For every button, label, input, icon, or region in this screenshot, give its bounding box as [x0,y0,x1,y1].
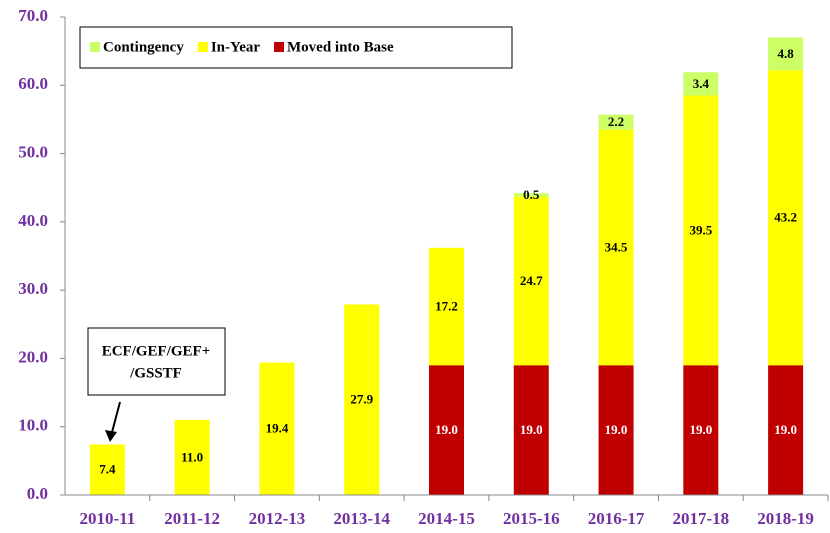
bar-segment [598,114,634,130]
x-tick-label: 2016-17 [588,509,645,528]
y-tick-label: 70.0 [18,6,48,25]
data-label: 2.2 [608,114,624,129]
bar-segment [513,196,549,366]
x-tick-label: 2015-16 [503,509,560,528]
bar-segment [683,72,719,96]
bar-segment [259,362,295,495]
bar-segment [768,365,804,495]
data-label: 43.2 [774,210,797,225]
data-label: 17.2 [435,299,458,314]
annotation-text: /GSSTF [129,365,182,381]
data-label: 4.8 [777,46,794,61]
legend-swatch [274,42,285,52]
data-label: 19.4 [266,421,289,436]
y-tick-label: 10.0 [18,416,48,435]
legend-swatch [197,42,208,52]
bar-segment [513,193,549,197]
data-label: 19.0 [774,422,797,437]
x-tick-label: 2010-11 [80,509,136,528]
annotation-box [87,327,226,396]
x-tick-label: 2012-13 [249,509,306,528]
y-tick-label: 60.0 [18,74,48,93]
data-label: 39.5 [689,222,712,237]
annotation-text: ECF/GEF/GEF+ [102,343,211,359]
bar-segment [344,304,380,495]
bar-segment [429,247,464,366]
data-label: 11.0 [181,449,203,464]
x-tick-label: 2017-18 [672,509,729,528]
bar-segment [768,70,804,366]
x-tick-label: 2011-12 [164,509,220,528]
y-tick-label: 0.0 [27,484,48,503]
bar-segment [768,37,804,71]
y-tick-label: 30.0 [18,279,48,298]
bar-segment [683,365,719,495]
legend-label: Moved into Base [287,39,394,55]
data-label: 34.5 [605,239,628,254]
data-label: 3.4 [693,76,710,91]
legend-label: Contingency [103,39,184,55]
data-label: 27.9 [350,392,373,407]
bar-segment [513,365,549,495]
legend-swatch [90,42,100,52]
arrow-head [105,430,117,442]
x-tick-label: 2018-19 [757,509,814,528]
bar-segment [429,365,464,495]
data-label: 19.0 [520,422,543,437]
y-tick-label: 50.0 [18,142,48,161]
data-label: 0.5 [523,187,540,202]
annotation-arrow [110,401,121,437]
x-tick-label: 2013-14 [333,509,390,528]
data-label: 7.4 [99,462,116,477]
bar-segment [89,444,125,495]
bar-segment [174,419,210,495]
x-tick-label: 2014-15 [418,509,475,528]
legend-label: In-Year [211,39,261,55]
data-label: 19.0 [435,422,458,437]
data-label: 24.7 [520,273,543,288]
bar-segment [598,365,634,495]
bar-segment [683,95,719,366]
y-tick-label: 40.0 [18,211,48,230]
legend-box [79,26,513,69]
data-label: 19.0 [605,422,628,437]
y-tick-label: 20.0 [18,347,48,366]
data-label: 19.0 [689,422,712,437]
bar-segment [598,129,634,366]
